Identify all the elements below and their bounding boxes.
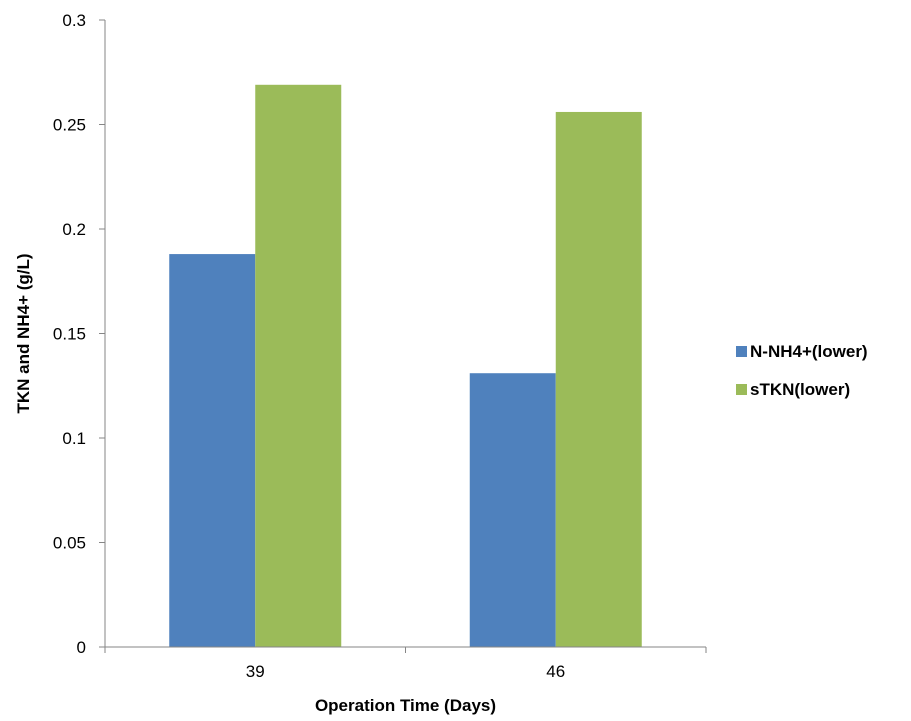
- bar-n-nh4-lower-39: [169, 254, 256, 647]
- x-axis-ticks: 39 46: [104, 647, 707, 681]
- y-tick-label: 0.25: [53, 116, 86, 135]
- y-axis-title: TKN and NH4+ (g/L): [14, 253, 33, 413]
- y-tick-label: 0.1: [62, 429, 86, 448]
- bar-n-nh4-lower-46: [469, 373, 556, 647]
- legend-swatch: [736, 384, 747, 395]
- legend-label: N-NH4+(lower): [750, 342, 868, 361]
- legend: N-NH4+(lower) sTKN(lower): [736, 342, 868, 399]
- y-tick-label: 0.2: [62, 220, 86, 239]
- y-tick-label: 0.3: [62, 11, 86, 30]
- y-axis-ticks: 0 0.05 0.1 0.15 0.2 0.25 0.3: [53, 11, 105, 657]
- y-tick-label: 0.05: [53, 534, 86, 553]
- bars-layer: [169, 84, 642, 648]
- bar-stkn-lower-46: [555, 111, 642, 647]
- legend-swatch: [736, 346, 747, 357]
- legend-label: sTKN(lower): [750, 380, 850, 399]
- y-tick-label: 0.15: [53, 325, 86, 344]
- x-tick-label: 46: [546, 662, 565, 681]
- bar-stkn-lower-39: [255, 84, 342, 648]
- x-tick-label: 39: [246, 662, 265, 681]
- y-tick-label: 0: [77, 638, 86, 657]
- x-axis-title: Operation Time (Days): [315, 696, 496, 715]
